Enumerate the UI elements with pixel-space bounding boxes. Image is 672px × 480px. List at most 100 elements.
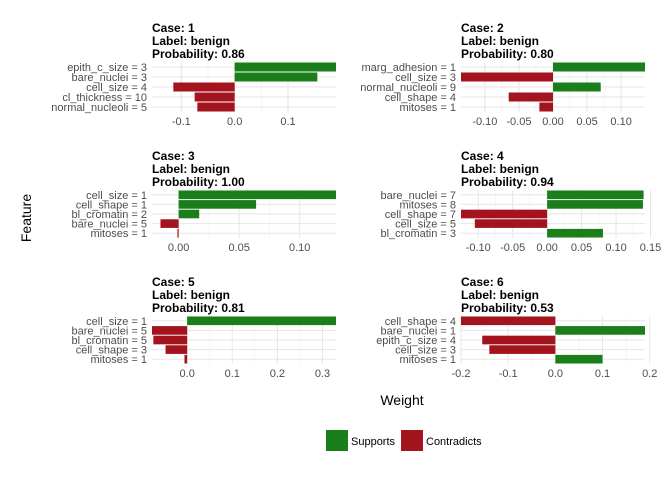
panel-3-prob-text: Probability: 1.00 <box>152 175 245 189</box>
panel-6-tick-label: 0.0 <box>548 368 563 380</box>
panel-6-feature-label: cell_shape = 4 <box>385 316 456 328</box>
panel-6-feature-label: epith_c_size = 4 <box>376 335 456 347</box>
panel-2-bar <box>508 92 553 102</box>
panel-4-label-text: Label: benign <box>461 162 539 176</box>
legend-swatch-supports <box>326 430 348 451</box>
legend-label-supports: Supports <box>351 436 396 448</box>
panel-5-feature-label: bare_nuclei = 5 <box>71 325 147 337</box>
panel-1-bar <box>234 72 318 82</box>
panel-4-bar <box>547 190 644 200</box>
panel-6-prob-text: Probability: 0.53 <box>461 301 554 315</box>
panel-6-tick-label: 0.2 <box>642 368 657 380</box>
panel-3-tick-label: 0.10 <box>289 242 310 254</box>
panel-3-bar <box>177 228 179 238</box>
panel-5-tick-label: 0.2 <box>270 368 285 380</box>
panel-1-prob-text: Probability: 0.86 <box>152 47 245 61</box>
panel-6-tick-label: 0.1 <box>595 368 610 380</box>
panel-6-bar <box>461 316 556 326</box>
panel-1-bar <box>194 92 235 102</box>
panel-6-bar <box>489 345 556 354</box>
panel-2-bar <box>553 62 645 72</box>
panel-1-tick-label: -0.1 <box>172 116 191 128</box>
panel-1-feature-label: normal_nucleoli = 5 <box>51 102 147 114</box>
panel-2-bar <box>553 82 601 92</box>
panel-2-tick-label: -0.10 <box>472 116 497 128</box>
panel-1-label-text: Label: benign <box>152 34 230 48</box>
panel-1-tick-label: 0.1 <box>280 116 295 128</box>
panel-4-tick-label: -0.10 <box>466 242 491 254</box>
panel-2-tick-label: -0.05 <box>506 116 531 128</box>
panel-6-bar <box>555 326 645 335</box>
panel-6-bar <box>482 335 556 345</box>
panel-1-case-label: Case: 1 <box>152 21 195 35</box>
panel-3-bar <box>160 219 179 228</box>
panel-4-bar <box>547 228 603 238</box>
panel-1-feature-label: bare_nuclei = 3 <box>71 72 147 84</box>
legend: Supports Contradicts <box>326 430 482 451</box>
panel-4-bar <box>547 200 643 209</box>
panel-2-bar <box>539 102 553 112</box>
panel-2-feature-label: normal_nucleoli = 9 <box>360 82 456 94</box>
panel-6-feature-label: mitoses = 1 <box>399 354 456 366</box>
panel-5-feature-label: mitoses = 1 <box>90 354 147 366</box>
panel-4-feature-label: mitoses = 8 <box>399 199 456 211</box>
y-axis-title: Feature <box>18 194 34 242</box>
panel-2-feature-label: marg_adhesion = 1 <box>362 62 456 74</box>
panel-3-feature-label: bare_nuclei = 5 <box>71 219 147 231</box>
panel-6-case-label: Case: 6 <box>461 275 504 289</box>
legend-swatch-contradicts <box>401 430 423 451</box>
panel-6-tick-label: -0.1 <box>499 368 518 380</box>
panel-4-bar <box>474 219 548 228</box>
panel-4-case-label: Case: 4 <box>461 149 504 163</box>
panel-6-feature-label: bare_nuclei = 1 <box>380 325 456 337</box>
panel-5-bar <box>187 316 336 326</box>
panel-5-feature-label: cell_shape = 3 <box>76 345 147 357</box>
panel-3-feature-label: cell_size = 1 <box>86 190 147 202</box>
panel-2-label-text: Label: benign <box>461 34 539 48</box>
panel-4-tick-label: -0.05 <box>500 242 525 254</box>
panel-3-feature-label: bl_cromatin = 2 <box>71 209 147 221</box>
panel-1-bar <box>173 82 235 92</box>
panel-5-tick-label: 0.3 <box>315 368 330 380</box>
panel-4-tick-label: 0.00 <box>536 242 557 254</box>
panel-4-bar <box>461 209 548 219</box>
panel-6-tick-label: -0.2 <box>452 368 471 380</box>
panel-2-tick-label: 0.05 <box>576 116 597 128</box>
panel-3-bar <box>178 209 200 219</box>
panel-2-feature-label: cell_size = 3 <box>395 72 456 84</box>
panel-2-feature-label: mitoses = 1 <box>399 102 456 114</box>
panel-5-feature-label: cell_size = 1 <box>86 316 147 328</box>
panel-4-prob-text: Probability: 0.94 <box>461 175 554 189</box>
panel-5-feature-label: bl_cromatin = 5 <box>71 335 147 347</box>
panel-6-bar <box>555 354 603 364</box>
panel-5-tick-label: 0.1 <box>225 368 240 380</box>
panel-6-label-text: Label: benign <box>461 288 539 302</box>
panel-2-feature-label: cell_shape = 4 <box>385 92 456 104</box>
panel-3-tick-label: 0.00 <box>168 242 189 254</box>
panel-6-feature-label: cell_size = 3 <box>395 345 456 357</box>
panel-5-bar <box>184 354 188 364</box>
panel-4-tick-label: 0.15 <box>640 242 661 254</box>
panel-1-bar <box>234 62 336 72</box>
panel-3-feature-label: mitoses = 1 <box>90 228 147 240</box>
panel-3-case-label: Case: 3 <box>152 149 195 163</box>
panel-4-tick-label: 0.10 <box>605 242 626 254</box>
panel-4-tick-label: 0.05 <box>571 242 592 254</box>
panel-1-tick-label: 0.0 <box>227 116 242 128</box>
panel-1-bar <box>197 102 235 112</box>
panel-3-tick-label: 0.05 <box>228 242 249 254</box>
legend-label-contradicts: Contradicts <box>426 436 482 448</box>
panel-4-feature-label: cell_size = 5 <box>395 219 456 231</box>
panel-2-tick-label: 0.00 <box>542 116 563 128</box>
panel-3-label-text: Label: benign <box>152 162 230 176</box>
panel-3-bar <box>178 200 257 209</box>
panel-5-bar <box>165 345 188 354</box>
panel-5-prob-text: Probability: 0.81 <box>152 301 245 315</box>
